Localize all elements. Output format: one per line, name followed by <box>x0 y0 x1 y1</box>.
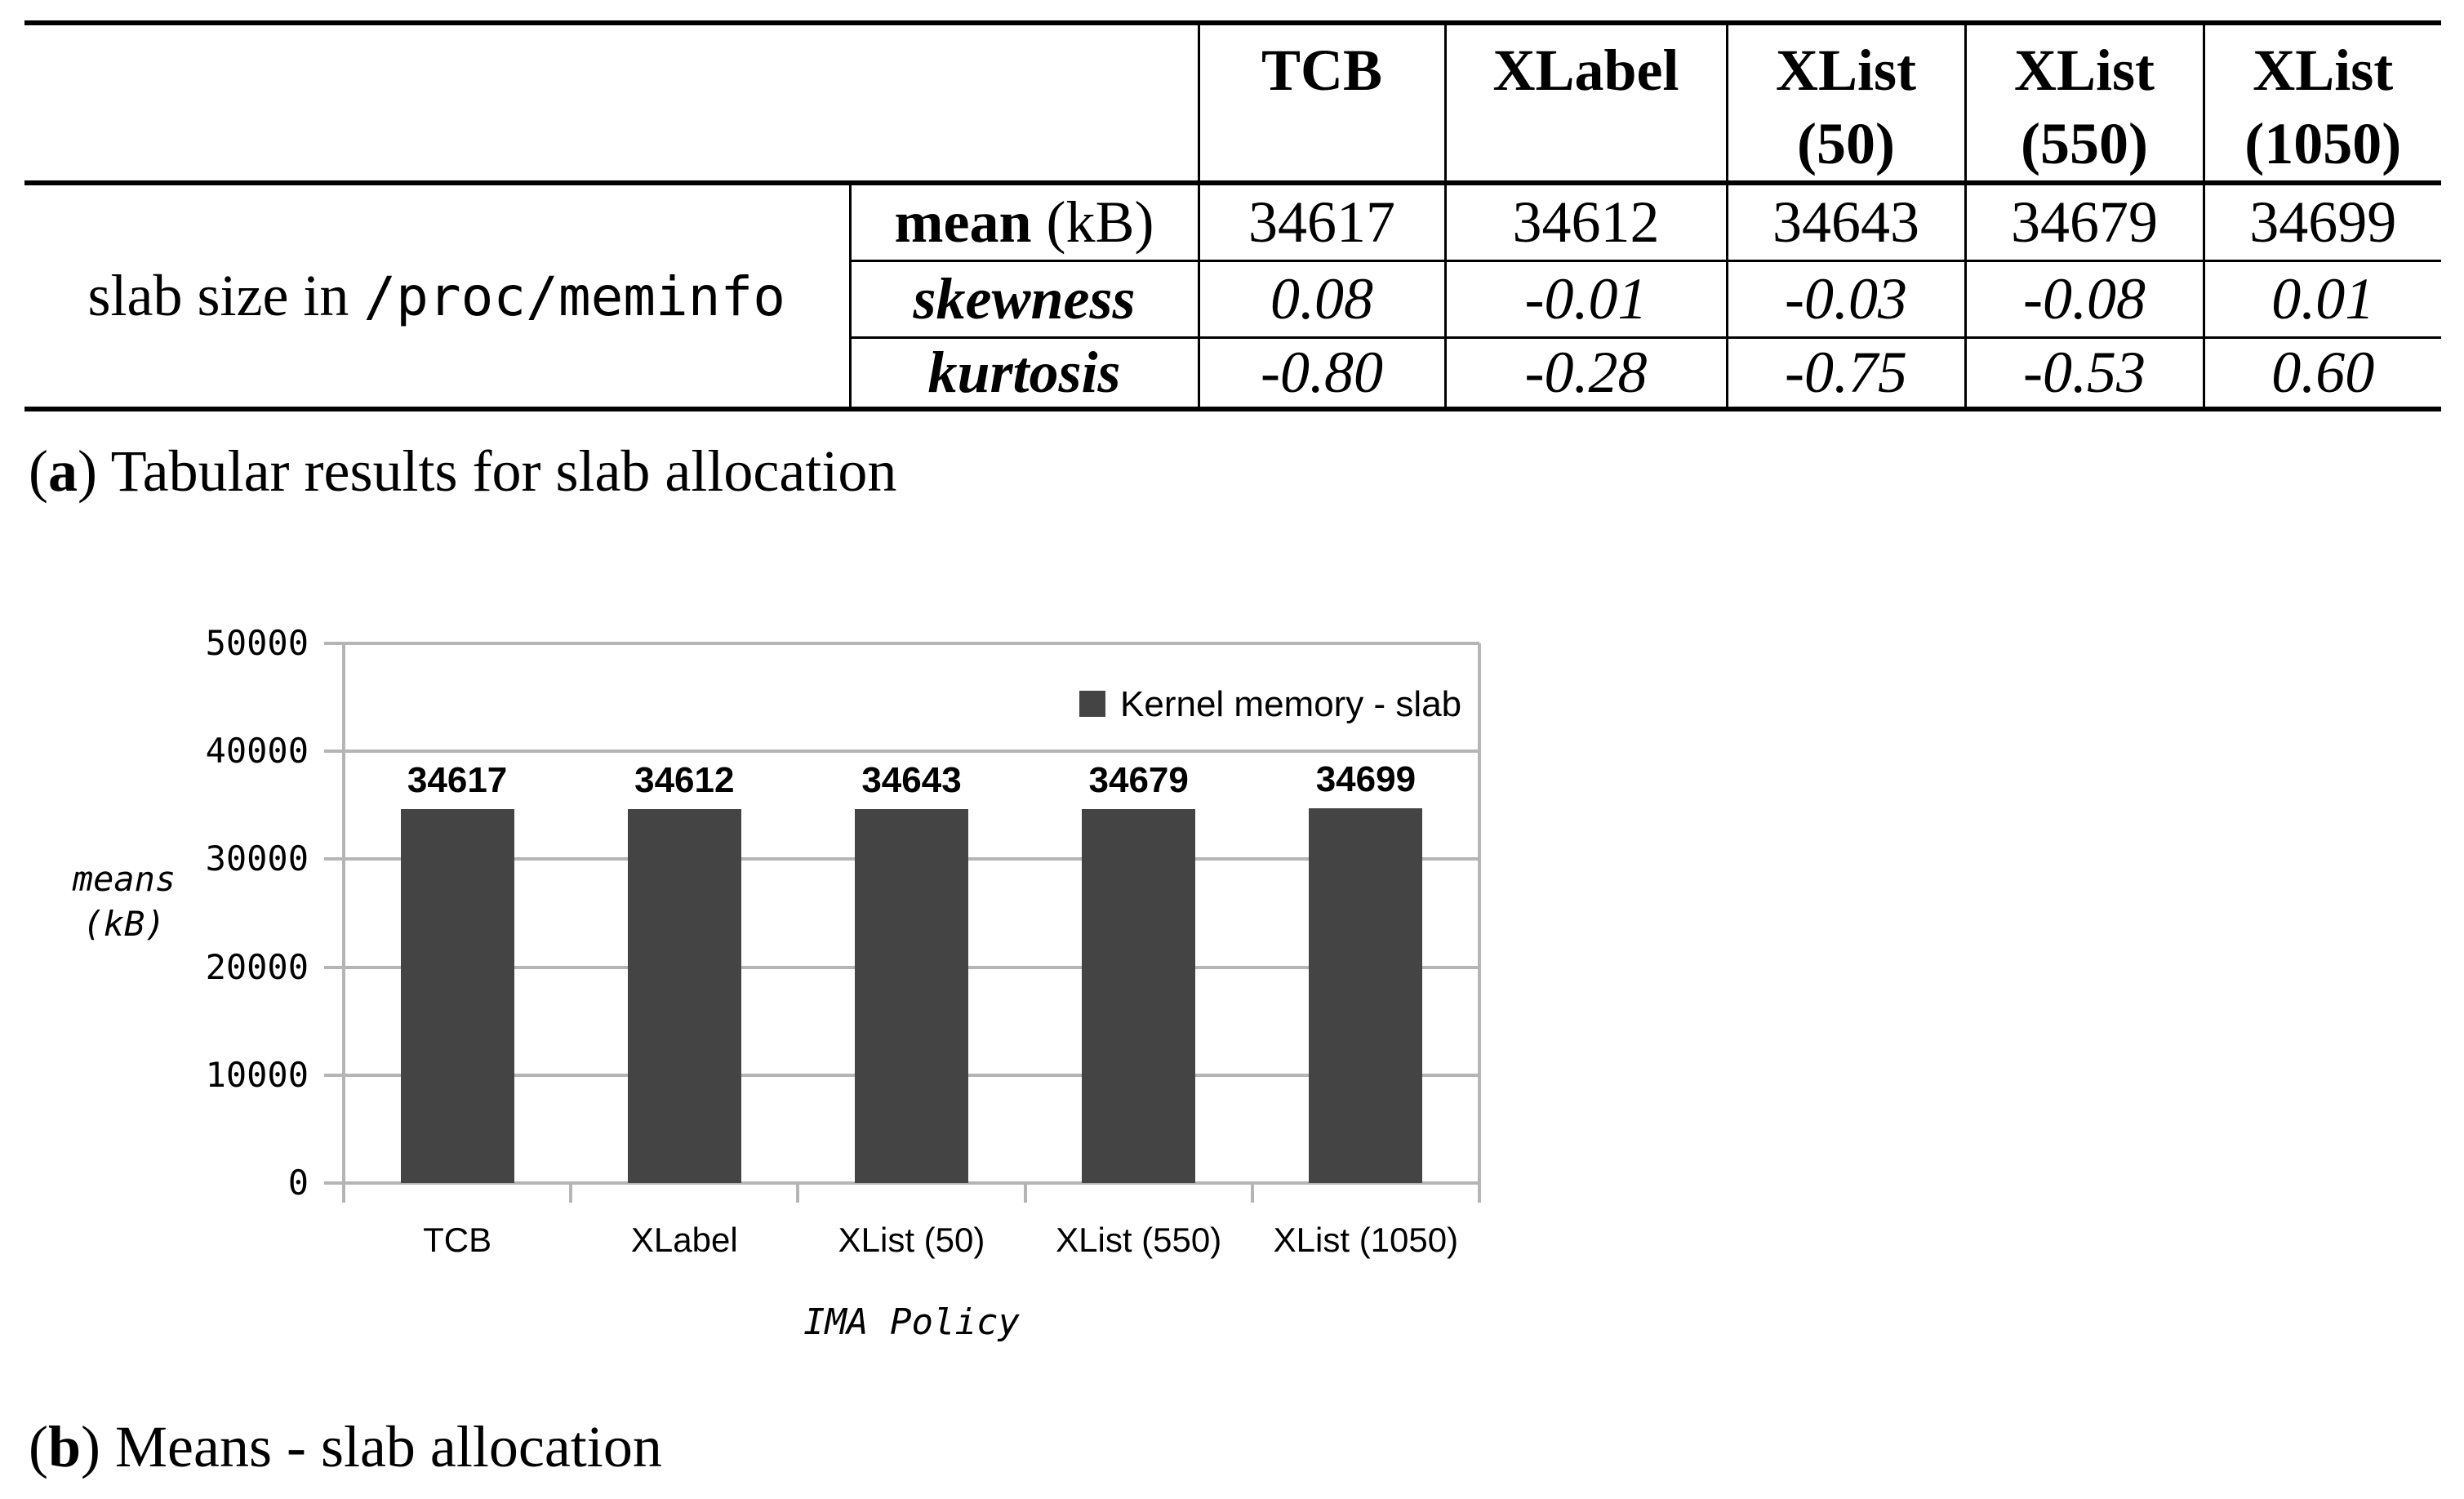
cell-kurtosis-xlist-1050: 0.60 <box>2202 336 2441 409</box>
gridline-y-50000 <box>324 642 1479 645</box>
cell-skewness-xlist-50: -0.03 <box>1725 259 1965 337</box>
x-tick <box>342 1183 345 1203</box>
y-tick-label: 40000 <box>205 731 309 772</box>
y-axis-line <box>342 643 345 1183</box>
x-tick <box>569 1183 573 1203</box>
y-tick-label: 0 <box>287 1163 309 1203</box>
bar-value-label: 34643 <box>861 760 962 800</box>
row-group-label: slab size in /proc/meminfo <box>24 183 852 409</box>
caption-a-text: Tabular results for slab allocation <box>96 438 897 504</box>
table-header-row: TCB XLabel XList (50) XList (550) XList … <box>24 23 2441 185</box>
header-xlist-1050: XList (1050) <box>2202 23 2441 185</box>
bar <box>400 809 514 1183</box>
bar-value-label: 34679 <box>1088 759 1189 800</box>
caption-b-letter: b <box>47 1414 82 1479</box>
gridline-y-40000 <box>324 750 1479 754</box>
x-tick-label: XList (550) <box>1056 1221 1222 1259</box>
y-axis-title-line: (kB) <box>82 904 166 944</box>
cell-kurtosis-xlist-550: -0.53 <box>1964 336 2204 409</box>
table-row-skewness: skewness 0.08 -0.01 -0.03 -0.08 0.01 <box>24 259 2441 337</box>
bar <box>627 809 741 1183</box>
caption-a-letter: a <box>47 438 78 504</box>
bar-value-label: 34617 <box>407 760 508 801</box>
cell-mean-tcb: 34617 <box>1197 183 1445 260</box>
y-tick-label: 10000 <box>205 1054 309 1095</box>
x-tick <box>796 1183 800 1203</box>
x-axis-title: IMA Policy <box>803 1301 1020 1343</box>
cell-skewness-xlist-1050: 0.01 <box>2202 259 2441 337</box>
caption-b: (b) Means - slab allocation <box>29 1414 662 1479</box>
stat-label-mean: mean (kB) <box>850 183 1199 260</box>
cell-mean-xlist-550: 34679 <box>1964 183 2204 260</box>
stat-label-mean-bold: mean <box>894 189 1032 255</box>
cell-skewness-xlabel: -0.01 <box>1443 259 1727 337</box>
cell-skewness-xlist-550: -0.08 <box>1964 259 2204 337</box>
x-tick <box>1478 1183 1481 1203</box>
bar-value-label: 34612 <box>634 760 735 801</box>
x-tick-label: XList (50) <box>838 1221 985 1259</box>
row-group-label-serif: slab size in <box>87 262 364 328</box>
x-tick-label: XList (1050) <box>1273 1221 1459 1259</box>
header-xlist-550: XList (550) <box>1964 23 2204 185</box>
cell-mean-xlist-50: 34643 <box>1725 183 1965 260</box>
table-row-mean: slab size in /proc/meminfo mean (kB) 346… <box>24 183 2441 409</box>
x-tick-label: XLabel <box>630 1221 738 1259</box>
cell-kurtosis-xlabel: -0.28 <box>1443 336 1727 409</box>
cell-kurtosis-tcb: -0.80 <box>1197 336 1445 409</box>
bar-value-label: 34699 <box>1315 759 1417 800</box>
caption-b-text: Means - slab allocation <box>100 1414 662 1479</box>
stat-label-mean-unit: (kB) <box>1031 189 1154 255</box>
bar <box>855 809 968 1183</box>
y-tick-label: 50000 <box>205 623 309 663</box>
plot-right-edge <box>1478 643 1481 1183</box>
header-tcb: TCB <box>1197 23 1445 185</box>
bar <box>1082 808 1196 1183</box>
cell-mean-xlist-1050: 34699 <box>2202 183 2441 260</box>
row-group-label-mono: /proc/meminfo <box>363 265 785 328</box>
gridline-y-0 <box>324 1181 1479 1185</box>
cell-mean-xlabel: 34612 <box>1443 183 1727 260</box>
header-empty-cell <box>24 23 1199 185</box>
legend-label: Kernel memory - slab <box>1120 684 1462 724</box>
header-xlabel: XLabel <box>1443 23 1727 185</box>
caption-a: (a) Tabular results for slab allocation <box>29 438 897 504</box>
x-tick <box>1023 1183 1027 1203</box>
x-tick-label: TCB <box>423 1221 492 1259</box>
cell-kurtosis-xlist-50: -0.75 <box>1725 336 1965 409</box>
x-tick <box>1250 1183 1254 1203</box>
cell-skewness-tcb: 0.08 <box>1197 259 1445 337</box>
slab-results-table: TCB XLabel XList (50) XList (550) XList … <box>24 20 2441 411</box>
table-row-kurtosis: kurtosis -0.80 -0.28 -0.75 -0.53 0.60 <box>24 336 2441 409</box>
header-xlist-50: XList (50) <box>1725 23 1965 185</box>
stat-label-kurtosis: kurtosis <box>850 336 1199 409</box>
bar <box>1309 808 1423 1183</box>
legend-swatch <box>1079 691 1105 717</box>
stat-label-skewness: skewness <box>850 259 1199 337</box>
y-tick-label: 20000 <box>205 946 309 987</box>
y-axis-title-line: means <box>72 859 176 899</box>
y-tick-label: 30000 <box>205 838 309 879</box>
